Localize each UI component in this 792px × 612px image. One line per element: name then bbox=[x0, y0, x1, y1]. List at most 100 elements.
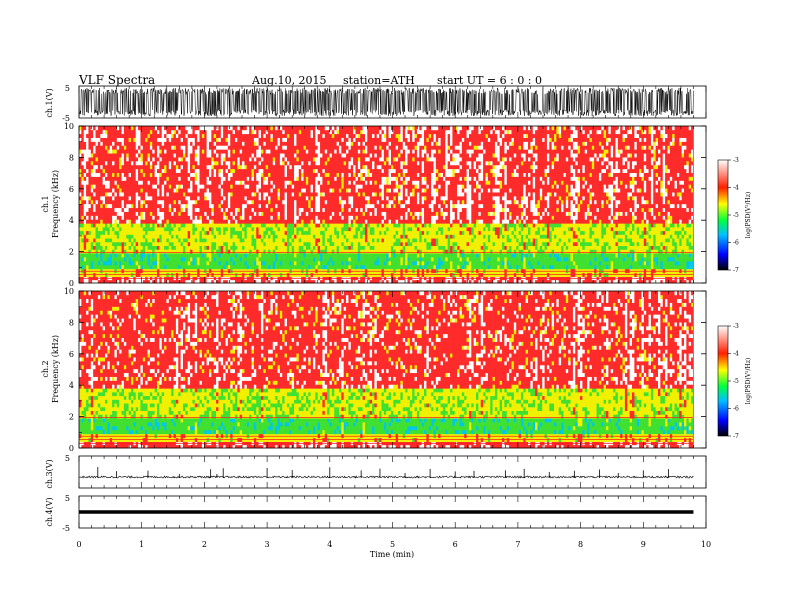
spectrogram-cell bbox=[343, 192, 347, 197]
spectrogram-cell bbox=[208, 257, 212, 262]
spectrogram-cell bbox=[227, 249, 231, 254]
spectrogram-cell bbox=[154, 279, 158, 284]
spectrogram-cell bbox=[305, 145, 309, 150]
spectrogram-cell bbox=[237, 153, 240, 158]
spectrogram-cell bbox=[291, 215, 295, 220]
spectrogram-cell bbox=[152, 219, 155, 224]
spectrogram-cell bbox=[159, 196, 163, 201]
spectrogram-cell bbox=[317, 211, 321, 216]
spectrogram-cell bbox=[107, 129, 111, 135]
spectrogram-cell bbox=[320, 234, 323, 239]
spectrogram-cell bbox=[90, 129, 94, 135]
spectrogram-cell bbox=[114, 245, 118, 250]
spectrogram-cell bbox=[147, 145, 151, 150]
spectrogram-cell bbox=[242, 279, 245, 284]
spectrogram-cell bbox=[102, 264, 106, 270]
spectrogram-cell bbox=[357, 261, 361, 266]
spectrogram-cell bbox=[286, 192, 290, 197]
spectrogram-cell bbox=[282, 145, 285, 150]
spectrogram-cell bbox=[175, 133, 179, 138]
spectrogram-cell bbox=[201, 241, 205, 247]
spectrogram-cell bbox=[355, 257, 359, 262]
spectrogram-cell bbox=[171, 184, 174, 189]
spectrogram-cell bbox=[256, 141, 259, 146]
spectrogram-cell bbox=[135, 176, 139, 181]
spectrogram-cell bbox=[322, 129, 326, 135]
spectrogram-cell bbox=[348, 272, 352, 278]
spectrogram-cell bbox=[128, 238, 132, 243]
spectrogram-cell bbox=[353, 199, 356, 205]
spectrogram-cell bbox=[173, 129, 177, 135]
spectrogram-cell bbox=[107, 207, 111, 212]
spectrogram-cell bbox=[225, 145, 229, 150]
spectrogram-cell bbox=[258, 129, 262, 135]
spectrogram-cell bbox=[173, 176, 177, 181]
spectrogram-cell bbox=[249, 261, 252, 266]
spectrogram-cell bbox=[180, 234, 184, 239]
spectrogram-cell bbox=[249, 141, 252, 146]
spectrogram-cell bbox=[284, 199, 288, 205]
spectrogram-cell bbox=[286, 141, 290, 146]
spectrogram-cell bbox=[192, 249, 196, 254]
spectrogram-cell bbox=[187, 249, 191, 254]
spectrogram-cell bbox=[239, 223, 243, 228]
spectrogram-cell bbox=[341, 249, 344, 254]
spectrogram-cell bbox=[161, 180, 165, 185]
spectrogram-cell bbox=[322, 126, 326, 131]
spectrogram-cell bbox=[142, 215, 146, 220]
spectrogram-cell bbox=[211, 172, 215, 177]
spectrogram-cell bbox=[201, 211, 205, 216]
spectrogram-cell bbox=[256, 157, 259, 162]
spectrogram-cell bbox=[249, 153, 252, 158]
spectrogram-cell bbox=[116, 253, 120, 258]
spectrogram-cell bbox=[263, 279, 266, 284]
spectrogram-cell bbox=[107, 164, 111, 170]
spectrogram-cell bbox=[225, 149, 229, 154]
spectrogram-cell bbox=[218, 199, 222, 205]
spectrogram-cell bbox=[234, 264, 238, 270]
spectrogram-cell bbox=[364, 223, 368, 228]
spectrogram-cell bbox=[168, 141, 172, 146]
spectrogram-cell bbox=[216, 238, 219, 243]
spectrogram-cell bbox=[268, 238, 271, 243]
spectrogram-cell bbox=[329, 172, 333, 177]
spectrogram-cell bbox=[79, 149, 82, 154]
spectrogram-cell bbox=[208, 264, 212, 270]
spectrogram-cell bbox=[199, 234, 203, 239]
spectrogram-cell bbox=[289, 129, 292, 135]
spectrogram-cell bbox=[114, 219, 118, 224]
spectrogram-cell bbox=[208, 153, 212, 158]
spectrogram-cell bbox=[130, 145, 134, 150]
spectrogram-cell bbox=[201, 180, 205, 185]
spectrogram-cell bbox=[164, 153, 167, 158]
spectrogram-cell bbox=[244, 172, 248, 177]
spectrogram-cell bbox=[270, 272, 274, 278]
spectrogram-cell bbox=[301, 196, 304, 201]
spectrogram-cell bbox=[270, 257, 274, 262]
spectrogram-cell bbox=[343, 238, 347, 243]
spectrogram-cell bbox=[315, 253, 318, 258]
spectrogram-cell bbox=[324, 176, 328, 181]
spectrogram-cell bbox=[140, 196, 144, 201]
spectrogram-cell bbox=[260, 261, 264, 266]
spectrogram-cell bbox=[93, 241, 96, 247]
spectrogram-cell bbox=[164, 207, 167, 212]
spectrogram-cell bbox=[208, 234, 212, 239]
spectrogram-cell bbox=[291, 249, 295, 254]
spectrogram-cell bbox=[175, 230, 179, 235]
spectrogram-cell bbox=[310, 137, 314, 142]
spectrogram-cell bbox=[364, 241, 368, 247]
spectrogram-cell bbox=[341, 129, 344, 135]
spectrogram-cell bbox=[225, 207, 229, 212]
spectrogram-cell bbox=[279, 230, 283, 235]
spectrogram-cell bbox=[242, 211, 245, 216]
spectrogram-cell bbox=[140, 253, 144, 258]
spectrogram-cell bbox=[362, 137, 366, 142]
spectrogram-cell bbox=[145, 215, 148, 220]
spectrogram-cell bbox=[197, 196, 200, 201]
spectrogram-cell bbox=[317, 196, 321, 201]
spectrogram-cell bbox=[218, 188, 222, 193]
spectrogram-cell bbox=[315, 172, 318, 177]
spectrogram-cell bbox=[140, 245, 144, 250]
spectrogram-cell bbox=[97, 180, 101, 185]
